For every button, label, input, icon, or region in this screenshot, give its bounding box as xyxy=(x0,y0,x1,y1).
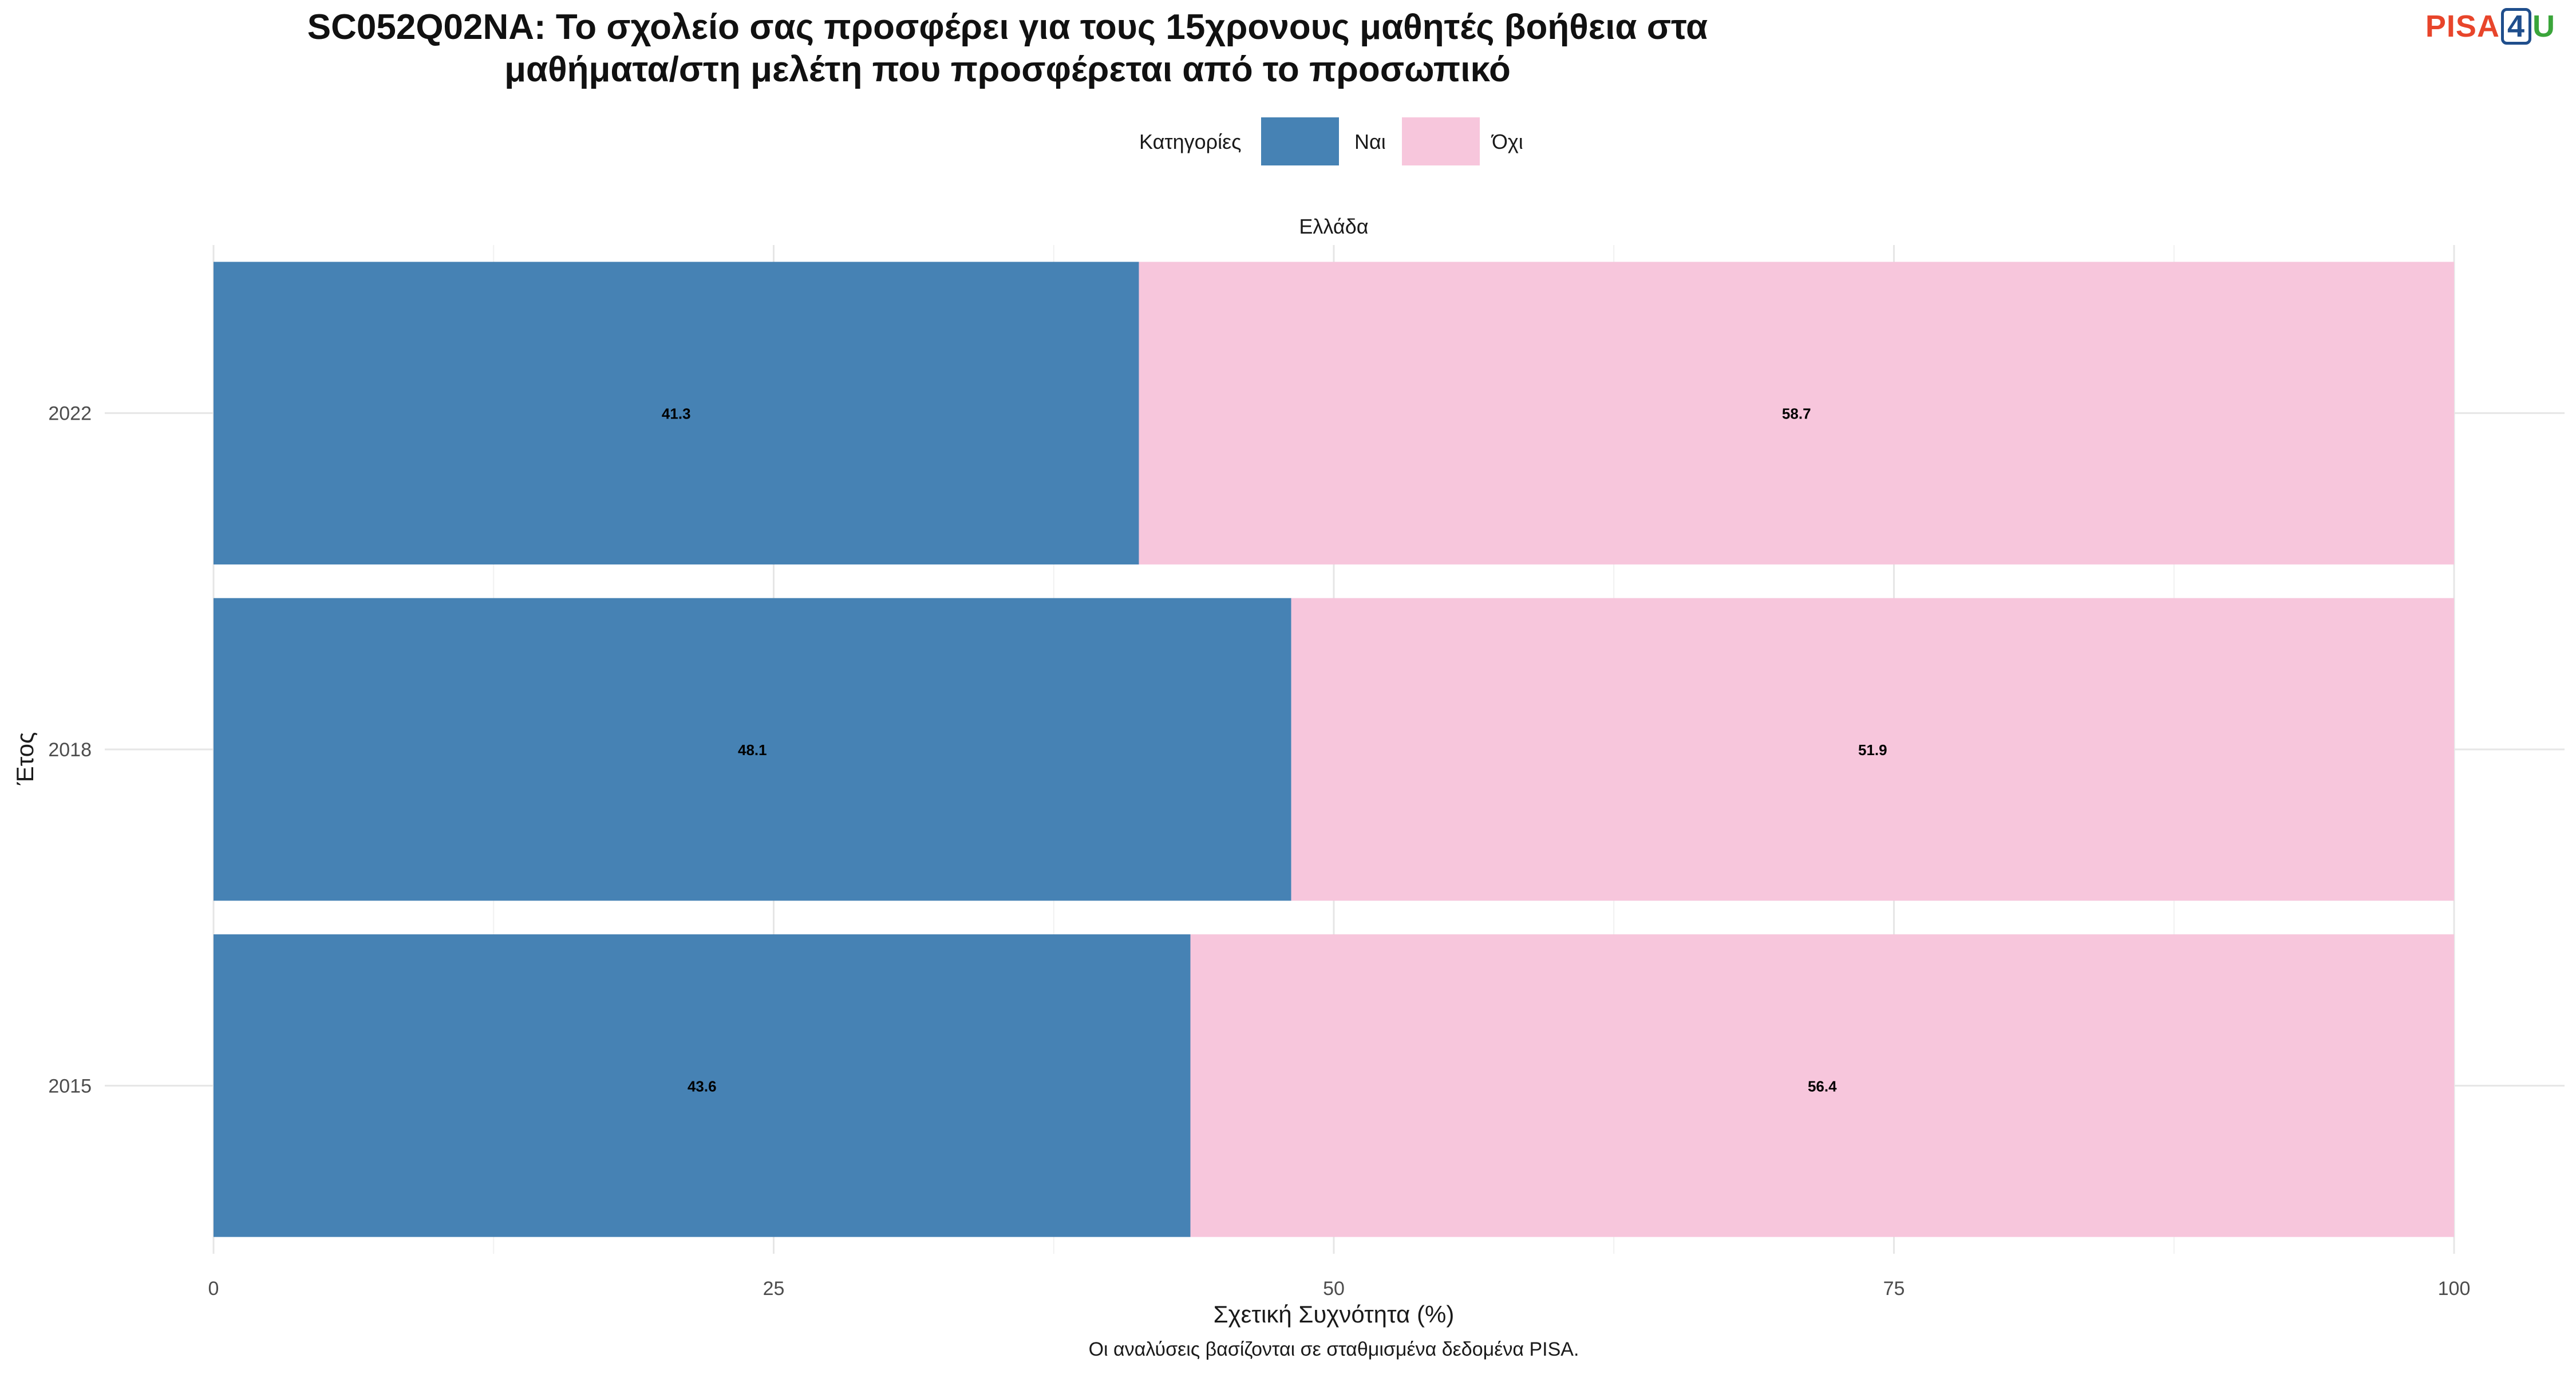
x-tick-label: 0 xyxy=(208,1278,219,1300)
labels: 2022 41.3 58.7 2018 48.1 51.9 2015 43.6 56.4 xyxy=(48,403,1887,1097)
y-tick-label: 2015 xyxy=(48,1075,92,1097)
x-tick-label: 25 xyxy=(763,1278,785,1300)
legend-key xyxy=(1402,117,1480,165)
data-label: 48.1 xyxy=(738,741,767,759)
facet-label: Ελλάδα xyxy=(1299,215,1368,238)
y-tick-label: 2018 xyxy=(48,739,92,761)
x-axis-label: Σχετική Συχνότητα (%) xyxy=(1214,1301,1455,1328)
legend: Ναι Όχι xyxy=(1261,117,1523,165)
bars xyxy=(214,262,2455,1237)
pisa4u-logo: PISA 4 U xyxy=(2425,8,2555,45)
data-label: 51.9 xyxy=(1858,741,1887,759)
bar-segment xyxy=(214,598,1291,901)
bar-segment xyxy=(214,934,1191,1237)
x-tick-label: 50 xyxy=(1323,1278,1345,1300)
texts: SC052Q02NA: Το σχολείο σας προσφέρει για… xyxy=(11,7,1708,1360)
caption: Οι αναλύσεις βασίζονται σε σταθμισμένα δ… xyxy=(1089,1339,1579,1360)
bar-segment xyxy=(1291,598,2454,901)
x-tick-label: 75 xyxy=(1883,1278,1905,1300)
legend-label: Ναι xyxy=(1354,130,1386,153)
data-label: 41.3 xyxy=(662,405,691,423)
y-axis-label: Έτος xyxy=(11,732,38,786)
bar-segment xyxy=(1190,934,2454,1237)
data-label: 43.6 xyxy=(688,1077,717,1095)
bar-segment xyxy=(214,262,1139,564)
y-tick-label: 2022 xyxy=(48,403,92,425)
data-label: 58.7 xyxy=(1782,405,1811,423)
chart-title-line2: μαθήματα/στη μελέτη που προσφέρεται από … xyxy=(504,50,1511,89)
legend-label: Όχι xyxy=(1491,130,1523,153)
chart-title-line1: SC052Q02NA: Το σχολείο σας προσφέρει για… xyxy=(307,7,1708,47)
x-tick-label: 100 xyxy=(2438,1278,2471,1300)
legend-title: Κατηγορίες xyxy=(1139,130,1242,153)
bar-segment xyxy=(1139,262,2455,564)
legend-key xyxy=(1261,117,1339,165)
data-label: 56.4 xyxy=(1808,1077,1837,1095)
